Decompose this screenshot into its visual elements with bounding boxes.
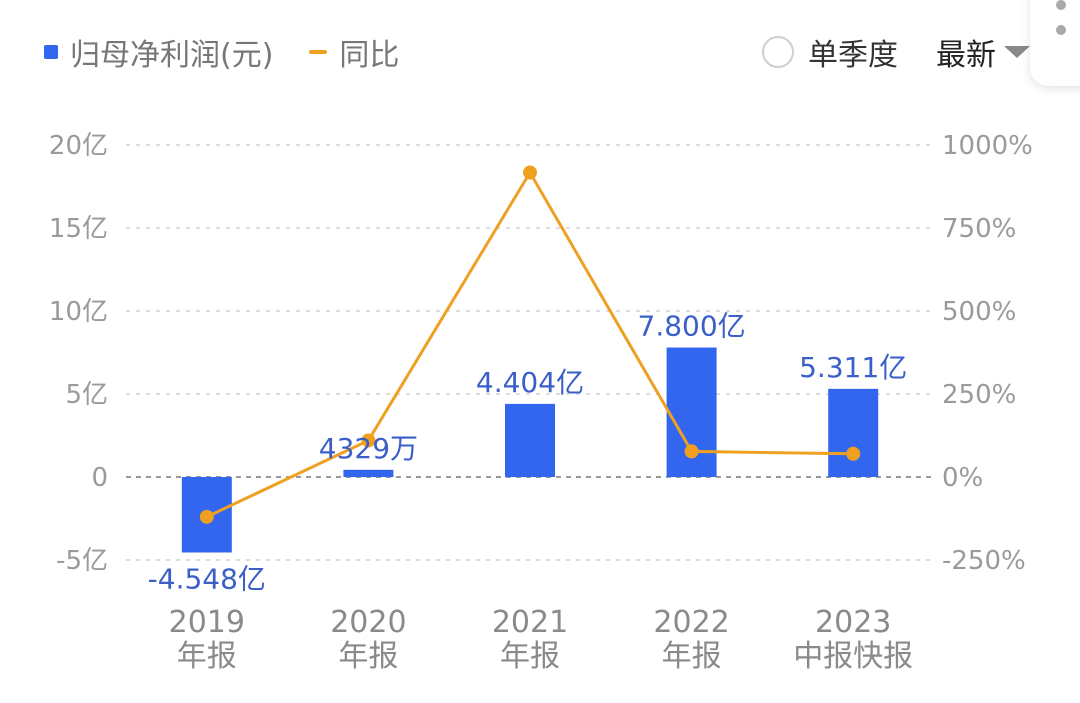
bar (343, 469, 394, 477)
chart-legend: 归母净利润(元) 同比 (44, 28, 435, 76)
y-right-tick-label: 250% (942, 380, 1016, 410)
yoy-point (361, 433, 376, 448)
chevron-down-icon (1004, 46, 1030, 58)
y-left-tick-label: 10亿 (49, 297, 108, 327)
bar (505, 403, 555, 477)
legend-item-net-profit[interactable]: 归母净利润(元) (44, 30, 273, 74)
more-dot-icon (1056, 25, 1066, 35)
x-category-label: 2019 (169, 605, 245, 640)
y-left-tick-label: 15亿 (49, 214, 108, 244)
period-dropdown[interactable]: 最新 (936, 30, 1030, 74)
bar-data-label: 7.800亿 (638, 310, 746, 343)
yoy-swatch (309, 50, 328, 54)
yoy-point (523, 165, 537, 180)
x-category-label: 2021 (492, 605, 568, 640)
y-left-tick-label: 5亿 (65, 380, 108, 410)
yoy-point (684, 444, 699, 459)
y-right-tick-label: 500% (942, 297, 1016, 327)
chart-controls: 单季度 最新 (762, 28, 1030, 76)
x-category-sublabel: 年报 (177, 639, 237, 674)
y-left-tick-label: 0 (91, 463, 108, 493)
y-right-tick-label: 1000% (942, 131, 1033, 161)
x-category-sublabel: 年报 (338, 639, 398, 674)
y-right-tick-label: 750% (942, 214, 1016, 244)
period-dropdown-label: 最新 (936, 38, 996, 73)
x-category-label: 2020 (330, 605, 406, 640)
bar-data-label: -4.548亿 (148, 562, 266, 595)
quarterly-label[interactable]: 单季度 (808, 38, 898, 73)
more-dot-icon (1056, 0, 1066, 10)
y-right-tick-label: 0% (942, 463, 983, 493)
x-category-sublabel: 年报 (500, 639, 560, 674)
y-left-tick-label: 20亿 (49, 131, 108, 161)
quarterly-radio[interactable] (762, 36, 794, 68)
x-category-label: 2023 (815, 605, 891, 640)
y-left-tick-label: -5亿 (56, 546, 108, 576)
x-category-sublabel: 中报快报 (793, 639, 913, 674)
x-category-label: 2022 (653, 605, 729, 640)
yoy-point (846, 446, 861, 461)
legend-item-yoy[interactable]: 同比 (309, 30, 399, 74)
bar-data-label: 5.311亿 (799, 351, 907, 384)
x-category-sublabel: 年报 (662, 639, 722, 674)
bar-data-label: 4329万 (319, 432, 418, 465)
bar (828, 388, 879, 477)
bar-data-label: 4.404亿 (476, 366, 584, 399)
more-menu-panel[interactable] (1030, 0, 1080, 86)
yoy-legend-label: 同比 (339, 38, 400, 73)
net-profit-swatch (44, 45, 58, 59)
yoy-point (199, 509, 214, 524)
y-right-tick-label: -250% (942, 546, 1026, 576)
net-profit-legend-label: 归母净利润(元) (70, 38, 274, 73)
